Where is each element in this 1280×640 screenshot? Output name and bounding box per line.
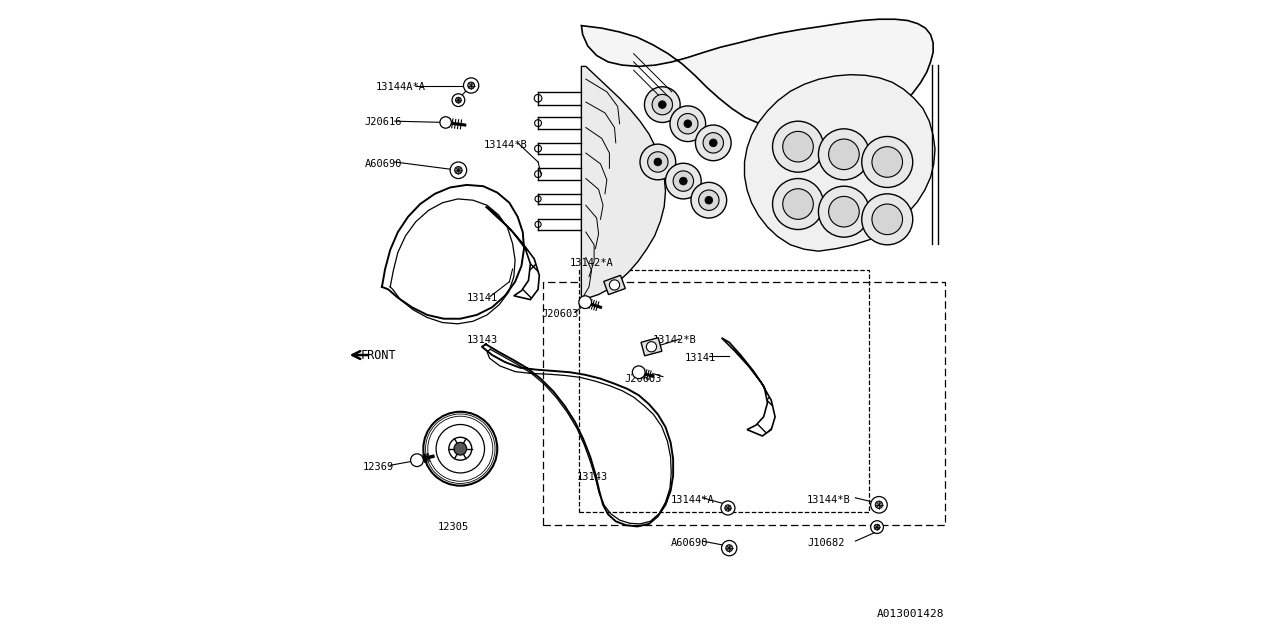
Polygon shape [581,19,933,134]
Text: 13141: 13141 [467,292,498,303]
Circle shape [783,131,813,162]
Text: 13144A*A: 13144A*A [375,83,425,92]
Circle shape [861,136,913,188]
Text: A013001428: A013001428 [877,609,945,620]
Circle shape [658,100,666,108]
Circle shape [861,194,913,245]
Text: 13144*B: 13144*B [806,495,851,505]
Circle shape [654,158,662,166]
Polygon shape [581,67,666,298]
Polygon shape [604,275,626,294]
Polygon shape [486,207,539,300]
Circle shape [705,196,713,204]
Text: J10682: J10682 [806,538,845,548]
Circle shape [818,129,869,180]
Circle shape [632,366,645,379]
Text: 12369: 12369 [362,461,394,472]
Circle shape [703,132,723,153]
Circle shape [828,196,859,227]
Text: 13141: 13141 [685,353,716,364]
Circle shape [449,437,472,460]
Circle shape [456,97,461,103]
Circle shape [640,144,676,180]
Circle shape [699,190,719,211]
Bar [543,282,945,525]
Circle shape [452,94,465,106]
Circle shape [440,116,452,128]
Text: 13144*A: 13144*A [671,495,714,505]
Text: A60690: A60690 [365,159,402,169]
Polygon shape [722,338,776,436]
Text: J20603: J20603 [541,308,579,319]
Text: 12305: 12305 [438,522,468,532]
Circle shape [609,280,620,290]
Polygon shape [745,75,934,251]
Circle shape [870,521,883,534]
Text: A60690: A60690 [671,538,708,548]
Circle shape [872,204,902,235]
Circle shape [709,139,717,147]
Circle shape [680,177,687,185]
Circle shape [828,139,859,170]
Text: 13143: 13143 [576,472,608,483]
Circle shape [726,545,732,552]
Circle shape [451,162,467,179]
Circle shape [721,501,735,515]
Circle shape [646,342,657,352]
Circle shape [411,454,424,467]
Circle shape [648,152,668,172]
Text: J20616: J20616 [365,118,402,127]
Circle shape [870,497,887,513]
Circle shape [818,186,869,237]
Circle shape [691,182,727,218]
Circle shape [872,147,902,177]
Circle shape [874,524,879,530]
Polygon shape [641,338,662,356]
Circle shape [695,125,731,161]
Text: 13143: 13143 [467,335,498,346]
Text: 13142*B: 13142*B [653,335,696,346]
Circle shape [666,163,701,199]
Circle shape [467,82,475,89]
Circle shape [773,179,823,230]
Circle shape [463,78,479,93]
Text: 13142*A: 13142*A [570,258,613,268]
Circle shape [652,95,672,115]
Circle shape [673,171,694,191]
Circle shape [424,412,497,486]
Circle shape [684,120,691,127]
Circle shape [454,166,462,174]
Text: J20603: J20603 [625,374,662,383]
Circle shape [644,87,680,122]
Bar [580,270,869,513]
Circle shape [454,442,467,455]
Circle shape [722,540,737,556]
Text: 13144*B: 13144*B [484,140,527,150]
Circle shape [669,106,705,141]
Circle shape [724,505,731,511]
Circle shape [773,121,823,172]
Text: FRONT: FRONT [361,349,397,362]
Circle shape [579,296,591,308]
Circle shape [677,113,698,134]
Circle shape [876,501,883,509]
Circle shape [783,189,813,220]
